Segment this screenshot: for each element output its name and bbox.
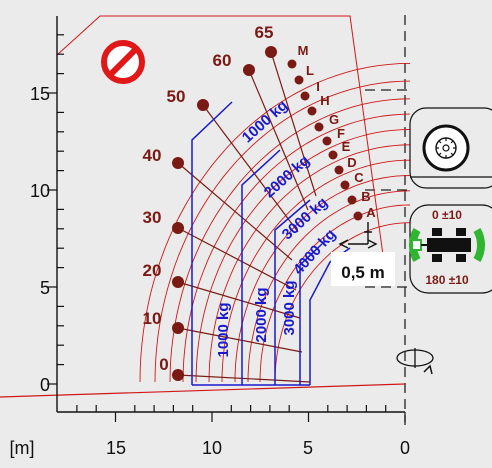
angle-label: 50 [167, 87, 186, 106]
angle-label: 30 [143, 208, 162, 227]
extension-arcs [139, 62, 411, 383]
boom-angle-point [265, 46, 277, 58]
x-tick-label: 0 [400, 438, 410, 458]
boom-angle-line [177, 227, 297, 291]
boom-angle-points [172, 46, 363, 381]
unit-label: [m] [10, 438, 35, 458]
ground-line [0, 383, 406, 398]
extension-point [307, 106, 317, 116]
tire-icon [422, 124, 470, 172]
stabilizer-rear-label: 180 ±10 [425, 273, 469, 287]
boom-angle-lines [177, 51, 317, 383]
axis-ticks [47, 34, 406, 422]
extension-label: L [306, 63, 314, 78]
stabilizer-panel: 0 ±10 180 ±10 [409, 204, 492, 294]
load-label-diagonal: 1000 kg [239, 97, 291, 146]
extension-label: F [337, 126, 345, 141]
offset-label: 0,5 m [341, 263, 384, 282]
extension-label: I [316, 79, 320, 94]
extension-arc [139, 62, 411, 383]
angle-label: 65 [255, 23, 274, 42]
angle-label: 0 [159, 355, 168, 374]
boom-angle-point [243, 64, 255, 76]
extension-arc [182, 113, 411, 383]
extension-label: C [354, 170, 364, 185]
extension-point [334, 165, 344, 175]
extension-label: H [320, 93, 329, 108]
stabilizer-front-label: 0 ±10 [432, 208, 462, 222]
boom-angle-point [197, 99, 209, 111]
x-tick-label: 10 [202, 438, 222, 458]
x-tick-label: 15 [106, 438, 126, 458]
load-label-vertical: 1000 kg [215, 302, 232, 357]
extension-label: D [347, 155, 356, 170]
extension-arc [234, 175, 411, 383]
boom-angle-line [177, 327, 303, 353]
working-range-boundary [56, 15, 384, 256]
extension-label: A [366, 205, 376, 220]
extension-point [340, 180, 350, 190]
load-label-vertical: 2000 kg [253, 287, 270, 342]
extension-arc [274, 222, 411, 383]
extension-label: B [361, 189, 370, 204]
boom-angle-line [177, 374, 311, 383]
extension-arc [259, 204, 411, 383]
boom-angle-line [202, 104, 299, 233]
angle-label: 20 [143, 261, 162, 280]
x-tick-label: 5 [303, 438, 313, 458]
extension-arc [247, 190, 411, 383]
extension-label: G [329, 112, 339, 127]
extension-arc [195, 129, 411, 383]
boom-angle-line [177, 162, 293, 261]
load-label-vertical: 3000 kg [281, 280, 298, 335]
rotation-icon [396, 348, 434, 375]
extension-point [314, 122, 324, 132]
extension-point [353, 211, 363, 221]
boom-angle-line [248, 69, 309, 211]
y-tick-label: 15 [30, 84, 50, 104]
boom-angle-line [177, 281, 301, 319]
extension-arc [208, 144, 411, 383]
y-tick-label: 10 [30, 181, 50, 201]
extension-arc [221, 159, 411, 383]
offset-indicator: 0,5 m [331, 222, 395, 286]
boom-angle-point [172, 276, 184, 288]
tire-panel [409, 107, 492, 189]
extension-point [347, 195, 357, 205]
boom-angle-point [172, 322, 184, 334]
extension-point [300, 91, 310, 101]
extension-point [328, 150, 338, 160]
angle-label: 40 [143, 146, 162, 165]
boom-angle-point [172, 369, 184, 381]
reference-dashed-lines [365, 15, 410, 425]
chassis-icon [409, 228, 485, 262]
boom-angle-line [270, 51, 317, 197]
boom-angle-point [172, 222, 184, 234]
extension-arc [154, 80, 411, 383]
extension-point [287, 59, 297, 69]
angle-label: 10 [143, 309, 162, 328]
extension-label: M [298, 43, 309, 58]
extension-label: E [342, 139, 351, 154]
boom-angle-point [172, 157, 184, 169]
y-tick-label: 5 [40, 278, 50, 298]
no-entry-icon [101, 40, 145, 84]
extension-arc [169, 98, 411, 383]
angle-label: 60 [213, 51, 232, 70]
extension-point [294, 75, 304, 85]
y-tick-label: 0 [40, 375, 50, 395]
extension-point [322, 136, 332, 146]
